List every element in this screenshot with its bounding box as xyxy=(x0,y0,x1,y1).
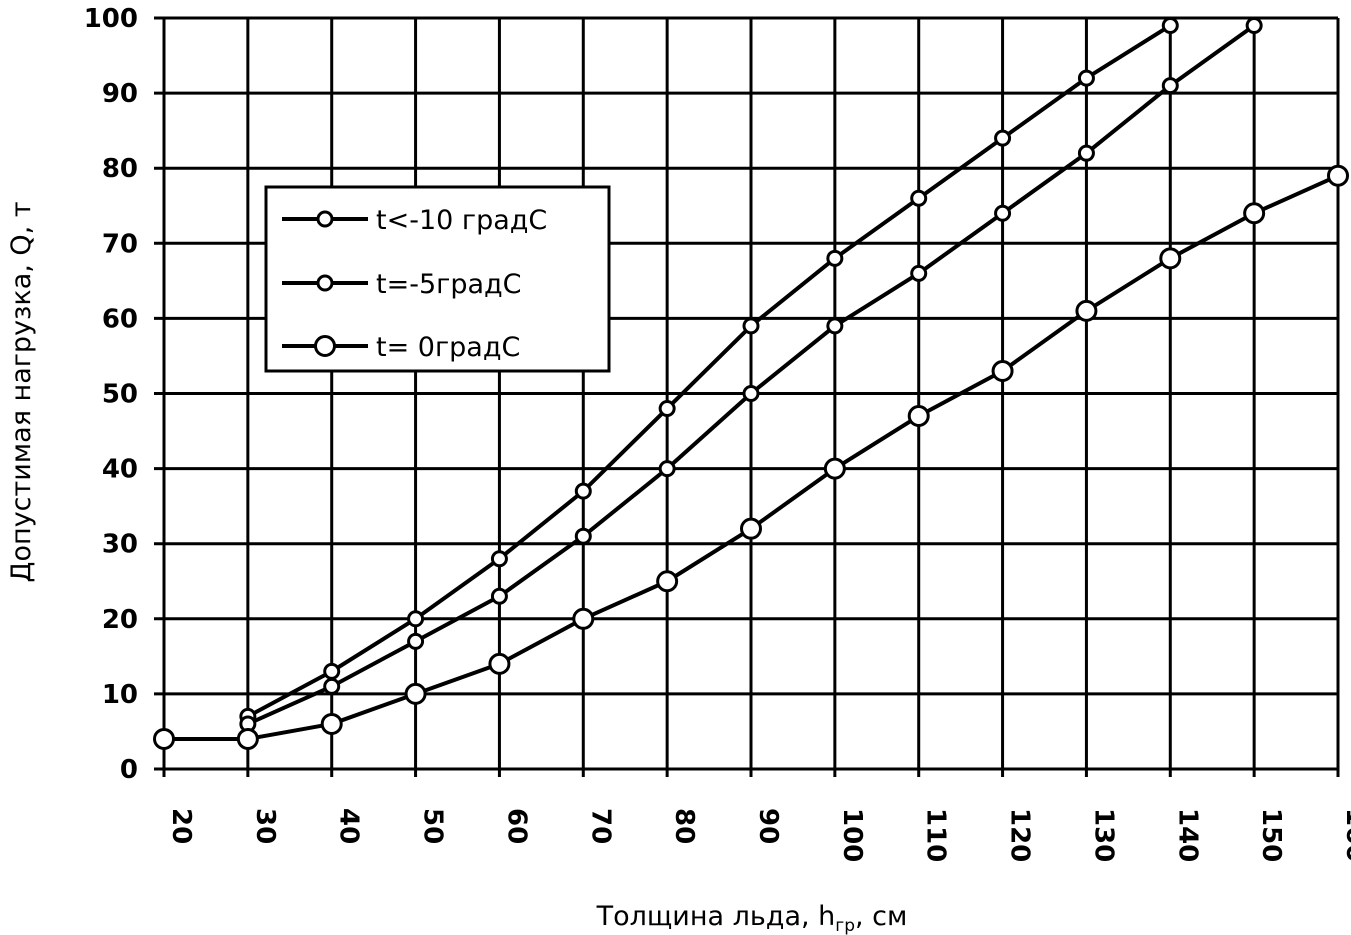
x-axis-title: Толщина льда, hгр, см xyxy=(596,901,908,935)
y-tick-label: 70 xyxy=(102,229,138,259)
data-point xyxy=(407,632,425,650)
y-tick-label: 0 xyxy=(120,755,138,785)
data-point xyxy=(910,264,928,282)
data-point xyxy=(742,385,760,402)
data-point xyxy=(1159,247,1182,270)
data-point xyxy=(323,662,341,680)
legend-label: t<-10 градС xyxy=(376,205,547,236)
data-point xyxy=(1243,202,1266,225)
y-tick-label: 50 xyxy=(102,380,138,410)
data-point xyxy=(991,359,1014,382)
legend-label: t=-5градС xyxy=(376,269,522,300)
x-axis-title-main: Толщина льда, h xyxy=(596,901,836,932)
y-tick-label: 20 xyxy=(102,605,138,635)
x-tick-label: 20 xyxy=(166,808,196,844)
x-tick-label: 130 xyxy=(1088,808,1118,862)
data-point xyxy=(574,482,592,500)
series-1 xyxy=(239,17,1179,725)
data-point xyxy=(658,460,676,478)
x-tick-label: 30 xyxy=(250,808,280,844)
x-tick-label: 110 xyxy=(921,808,951,862)
y-tick-label: 60 xyxy=(102,304,138,334)
x-tick-label: 90 xyxy=(753,808,783,844)
data-point xyxy=(323,677,341,695)
legend-item: t= 0градС xyxy=(282,332,520,363)
x-tick-labels: 20 30 40 50 60 70 80 90 100 110 120 130 140 150 160 xyxy=(166,808,1351,862)
legend-label: t= 0градС xyxy=(376,332,520,363)
y-tick-label: 10 xyxy=(102,680,138,710)
data-point xyxy=(826,317,844,335)
x-axis-title-subscript: гр xyxy=(835,916,855,935)
series-3 xyxy=(153,164,1349,750)
y-tick-label: 90 xyxy=(102,79,138,109)
x-axis-title-suffix: , см xyxy=(855,901,907,932)
data-point xyxy=(823,457,846,480)
data-point xyxy=(740,517,762,540)
y-tick-label: 40 xyxy=(102,455,138,485)
legend-item: t=-5градС xyxy=(282,269,522,300)
x-tick-label: 60 xyxy=(501,808,531,844)
data-point xyxy=(1077,69,1095,87)
legend-item: t<-10 градС xyxy=(282,205,547,236)
data-point xyxy=(320,712,343,735)
data-point xyxy=(910,189,928,207)
data-point xyxy=(236,727,259,750)
x-tick-label: 160 xyxy=(1340,808,1351,862)
x-tick-label: 80 xyxy=(669,808,699,844)
data-point xyxy=(153,727,175,750)
y-tick-labels: 0 10 20 30 40 50 60 70 80 90 100 xyxy=(84,4,138,785)
data-point xyxy=(742,317,760,335)
data-point xyxy=(994,204,1012,222)
data-point xyxy=(1327,164,1349,187)
data-point xyxy=(907,405,930,428)
legend-marker xyxy=(316,210,334,228)
data-point xyxy=(1077,144,1095,162)
data-point xyxy=(574,527,592,545)
series-lines xyxy=(153,17,1349,750)
x-tick-label: 40 xyxy=(334,808,364,844)
data-point xyxy=(1245,17,1263,35)
data-point xyxy=(490,550,508,568)
data-point xyxy=(1161,77,1179,95)
y-tick-label: 30 xyxy=(102,530,138,560)
legend: t<-10 градС t=-5градС t= 0градС xyxy=(264,185,611,373)
data-point xyxy=(658,400,676,418)
data-point xyxy=(488,652,511,675)
series-2 xyxy=(239,17,1263,733)
x-tick-label: 120 xyxy=(1005,808,1035,862)
y-tick-label: 100 xyxy=(84,4,138,34)
data-point xyxy=(656,570,679,593)
data-point xyxy=(490,587,508,605)
data-point xyxy=(572,607,595,630)
data-point xyxy=(1075,299,1098,322)
data-point xyxy=(407,610,425,628)
data-point xyxy=(404,682,427,705)
x-tick-label: 150 xyxy=(1256,808,1286,862)
x-tick-label: 50 xyxy=(418,808,448,844)
legend-marker xyxy=(314,335,336,357)
grid-lines xyxy=(154,16,1340,777)
legend-marker xyxy=(316,274,334,292)
data-point xyxy=(826,249,844,267)
x-tick-label: 100 xyxy=(837,808,867,862)
y-tick-label: 80 xyxy=(102,154,138,184)
x-tick-label: 70 xyxy=(585,808,615,844)
x-tick-label: 140 xyxy=(1172,808,1202,862)
series-line xyxy=(246,23,1172,719)
y-axis-title: Допустимая нагрузка, Q, т xyxy=(6,201,37,582)
data-point xyxy=(1161,17,1179,35)
data-point xyxy=(994,129,1012,147)
